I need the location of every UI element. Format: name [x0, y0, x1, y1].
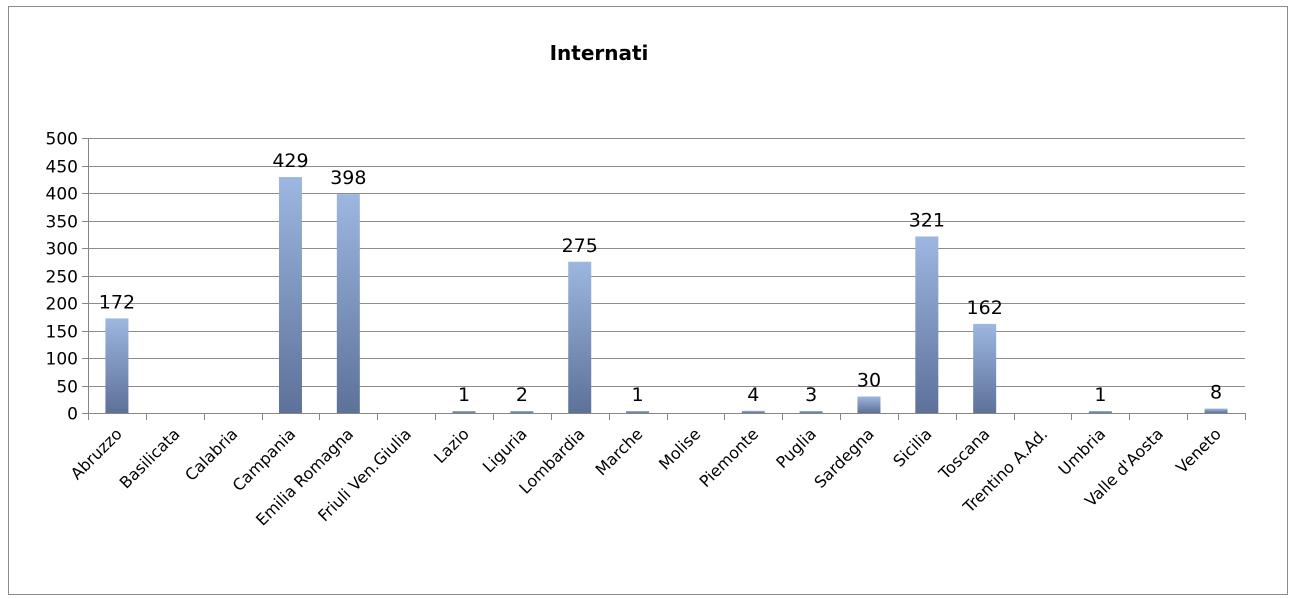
x-category-label: Sardegna [810, 424, 877, 491]
data-label: 1 [458, 384, 470, 406]
y-tick-label: 100 [46, 350, 78, 370]
bar-sicilia [915, 236, 939, 413]
data-label: 8 [1210, 382, 1222, 404]
x-category-label: Abruzzo [67, 424, 126, 483]
x-axis [88, 138, 1246, 420]
bar-campania [278, 177, 302, 413]
data-label: 1 [632, 384, 644, 406]
bar-abruzzo [105, 318, 129, 413]
y-tick-label: 350 [46, 213, 78, 233]
bars [105, 177, 1228, 413]
y-tick-label: 300 [46, 240, 78, 260]
x-category-label: Calabria [181, 424, 241, 484]
x-category-label: Liguria [479, 424, 531, 476]
bar-lombardia [568, 261, 592, 413]
y-tick-label: 500 [46, 130, 78, 150]
data-labels: 172 429 398 1 2 275 1 4 3 30 321 162 1 8 [99, 150, 1222, 406]
x-category-label: Lazio [430, 424, 473, 467]
y-tick-label: 450 [46, 158, 78, 178]
data-label: 275 [562, 235, 598, 257]
data-label: 30 [857, 370, 881, 392]
data-label: 3 [805, 384, 817, 406]
bar-chart: Internati 0 50 100 150 200 250 300 350 400 450 500… [46, 41, 1246, 529]
y-tick-label: 50 [56, 378, 78, 398]
y-tick-label: 250 [46, 268, 78, 288]
bar-liguria [510, 411, 534, 413]
chart-frame: Internati 0 50 100 150 200 250 300 350 400 450 500… [8, 6, 1288, 595]
bar-piemonte [741, 410, 765, 413]
y-tick-label: 200 [46, 295, 78, 315]
data-label: 162 [967, 297, 1003, 319]
data-label: 321 [909, 209, 945, 231]
x-category-label: Veneto [1172, 424, 1225, 477]
x-category-label: Marche [592, 424, 647, 479]
x-category-label: Puglia [772, 424, 820, 472]
bar-toscana [973, 323, 997, 413]
bar-marche [626, 411, 650, 413]
x-category-label: Piemonte [695, 424, 762, 491]
x-axis-category-labels: AbruzzoBasilicataCalabriaCampaniaEmilia … [67, 424, 1225, 529]
y-tick-label: 0 [67, 405, 78, 425]
bar-emilia-romagna [336, 194, 360, 413]
bar-sardegna [857, 396, 881, 413]
y-tick-label: 150 [46, 323, 78, 343]
bar-veneto [1204, 408, 1228, 413]
x-category-label: Emilia Romagna [252, 424, 357, 529]
bar-lazio [452, 411, 476, 413]
data-label: 172 [99, 291, 135, 313]
x-category-label: Toscana [934, 424, 993, 483]
bar-puglia [799, 411, 823, 413]
y-axis-tick-labels: 0 50 100 150 200 250 300 350 400 450 500 [46, 130, 78, 425]
data-label: 4 [747, 384, 759, 406]
data-label: 1 [1094, 384, 1106, 406]
bar-umbria [1088, 411, 1112, 413]
x-category-label: Molise [655, 424, 704, 473]
gridlines [82, 138, 1245, 414]
x-category-label: Umbria [1055, 424, 1110, 479]
x-category-label: Basilicata [116, 424, 184, 492]
chart-title: Internati [550, 41, 649, 65]
x-category-label: Sicilia [889, 424, 935, 470]
data-label: 398 [330, 167, 366, 189]
y-tick-label: 400 [46, 185, 78, 205]
data-label: 2 [516, 384, 528, 406]
data-label: 429 [272, 150, 308, 172]
